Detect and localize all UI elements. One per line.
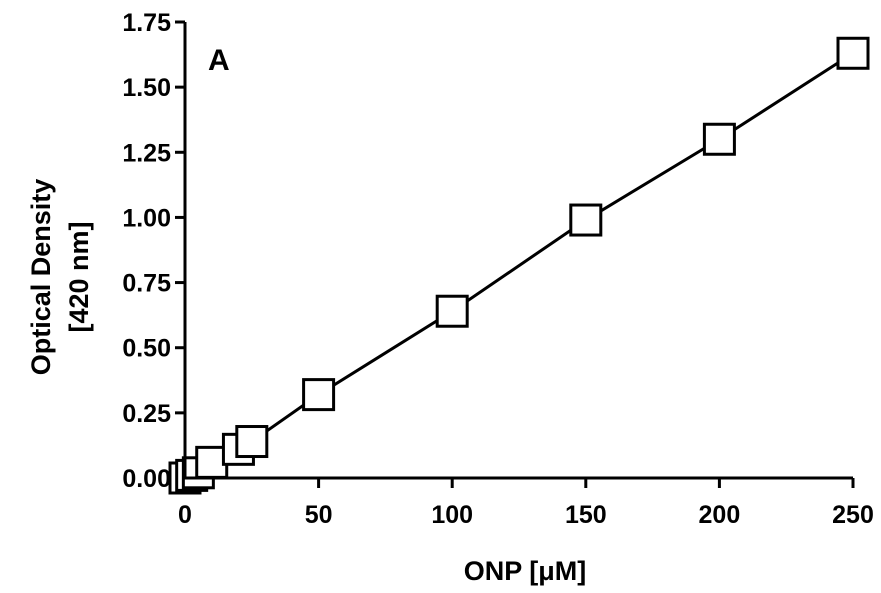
data-point-marker — [702, 122, 736, 156]
y-axis-title-line-1: Optical Density — [26, 179, 56, 376]
y-axis-ticks: 0.00 0.25 0.50 0.75 1.00 1.25 1.50 1.75 — [122, 9, 185, 493]
x-tick-label: 0 — [178, 501, 192, 529]
y-tick-label: 0.00 — [122, 465, 171, 493]
series-layer — [168, 36, 870, 495]
y-tick-label: 0.75 — [122, 270, 171, 298]
axis-lines — [183, 22, 853, 480]
y-tick-label: 0.50 — [122, 335, 171, 363]
data-point-marker — [435, 294, 469, 328]
y-tick-label: 1.75 — [122, 9, 171, 37]
x-axis-ticks: 0 50 100 150 200 250 — [178, 478, 874, 529]
data-point-marker — [836, 36, 870, 70]
data-point-marker — [302, 378, 336, 412]
x-tick-label: 200 — [699, 501, 741, 529]
x-tick-label: 150 — [565, 501, 607, 529]
y-tick-label: 1.25 — [122, 139, 171, 167]
y-tick-label: 1.50 — [122, 74, 171, 102]
y-axis-title: Optical Density [420 nm] — [26, 179, 94, 376]
y-tick-label: 0.25 — [122, 400, 171, 428]
data-point-marker — [235, 425, 269, 459]
y-axis-title-line-2: [420 nm] — [64, 221, 94, 332]
x-axis-title: ONP [μM] — [464, 556, 587, 586]
x-tick-label: 50 — [305, 501, 333, 529]
x-tick-label: 100 — [431, 501, 473, 529]
x-tick-label: 250 — [832, 501, 874, 529]
panel-label: A — [208, 44, 230, 77]
data-point-marker — [569, 203, 603, 237]
series-line — [184, 52, 854, 480]
y-tick-label: 1.00 — [122, 204, 171, 232]
